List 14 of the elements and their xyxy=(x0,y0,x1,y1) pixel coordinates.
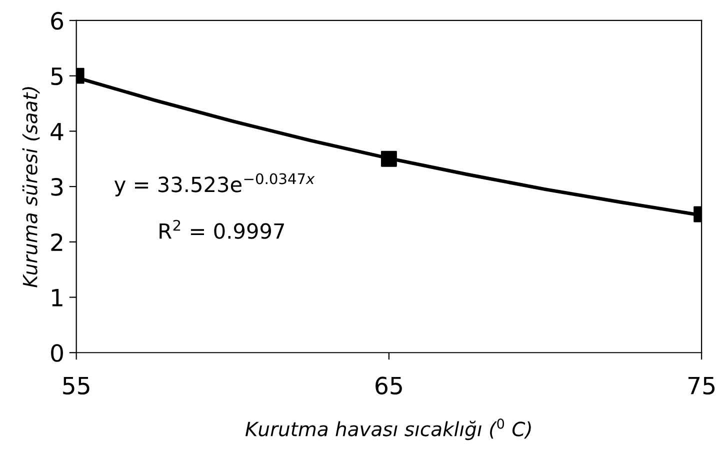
x-tick-label: 75 xyxy=(688,376,715,395)
annotation: y = 33.523e$^{−0.0347x}$ xyxy=(114,173,315,196)
y-tick-label: 4 xyxy=(50,122,64,140)
y-tick-label: 0 xyxy=(51,344,63,362)
x-tick-label: 65 xyxy=(376,376,402,395)
x-axis-title: Kurutma havası sıcaklığı ($^{0}$ C) xyxy=(245,418,531,440)
y-tick-label: 1 xyxy=(52,289,62,306)
y-tick-label: 6 xyxy=(51,12,64,30)
annotation: R$^{2}$ = 0.9997 xyxy=(160,220,284,239)
y-tick-label: 3 xyxy=(51,178,63,196)
y-axis-title: Kuruma süresi (saat) xyxy=(22,87,40,288)
y-tick-label: 5 xyxy=(51,68,62,86)
x-tick-label: 55 xyxy=(63,376,90,395)
y-tick-label: 2 xyxy=(51,233,62,251)
